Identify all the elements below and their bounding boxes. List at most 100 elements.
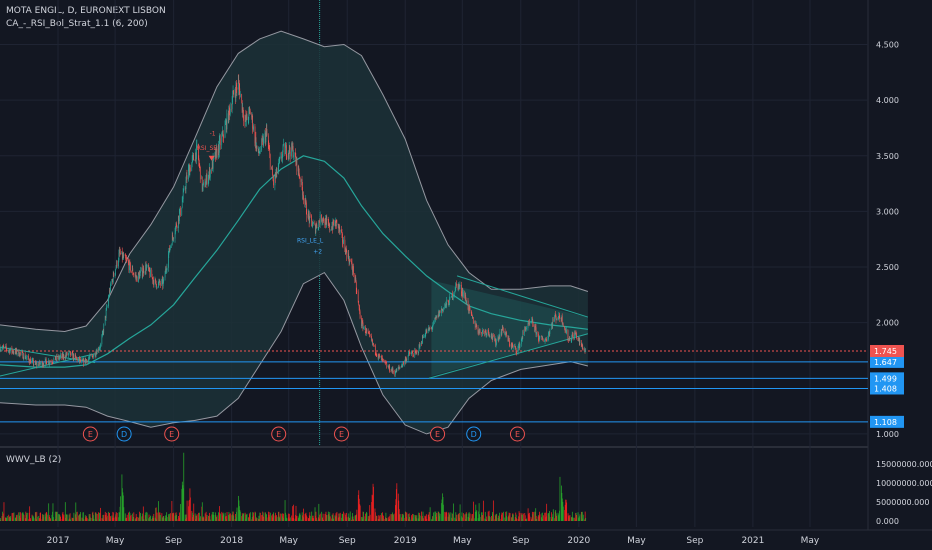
candle-body [567,330,569,341]
candle-body [98,349,99,351]
earnings-event-icon[interactable] [333,426,349,442]
earnings-event-icon[interactable] [82,426,98,442]
triangle-zone-fill [431,280,588,376]
volume-bar [441,499,443,521]
price-axis[interactable]: 1.0001.5002.0002.5003.0003.5004.0004.500… [870,41,932,527]
candle-body [442,308,444,312]
candle-body [192,155,194,156]
volume-bar [22,512,23,521]
candle-body [485,331,487,336]
candle-body [552,319,554,321]
volume-bar [491,519,493,521]
candle-body [562,323,564,327]
candle-body [2,345,4,348]
candle-body [418,351,419,353]
volume-bar [434,514,436,521]
candle-body [542,340,544,342]
candle-body [338,226,340,230]
volume-bar [299,514,301,521]
candle-body [248,119,249,121]
volume-bar [565,499,567,521]
candle-body [325,218,326,225]
candle-body [246,114,248,120]
candle-body [395,369,397,374]
candle-body [548,333,549,339]
candle-body [552,319,554,327]
volume-bar [345,514,347,521]
volume-bar [496,513,498,521]
candle-body [429,328,431,329]
dividend-event-icon[interactable] [116,426,132,442]
candle-body [2,347,3,349]
candle-body [459,284,461,287]
candle-body [431,327,433,329]
volume-bar [348,513,350,521]
volume-bar [8,517,10,521]
candle-body [216,148,217,150]
candle-body [359,311,361,319]
volume-bar [319,513,321,521]
dividend-event-icon[interactable] [466,426,482,442]
candle-body [203,182,204,184]
candle-body [343,239,344,244]
candle-body [393,371,394,373]
candle-body [559,317,561,319]
volume-bar [466,513,468,521]
candle-body [454,290,456,292]
volume-bar [245,514,247,521]
volume-bar [571,511,573,521]
earnings-event-icon[interactable] [509,426,525,442]
candle-body [501,330,503,335]
candle-body [352,266,354,272]
volume-bar [339,513,341,521]
volume-bar [341,517,343,521]
volume-bar [292,517,294,521]
volume-bar [555,513,557,521]
time-axis[interactable]: 2017 May Sep 2018 May Sep 2019 May Sep 2020 May Sep… [47,536,820,546]
volume-bar [311,511,313,521]
volume-bar [551,512,552,521]
candle-body [453,294,454,298]
candle-body [58,356,59,360]
candle-body [346,251,348,258]
volume-bar [346,512,347,521]
candle-body [334,222,336,226]
candle-body [198,158,200,164]
candle-body [171,245,173,247]
volume-bar [291,515,293,521]
candle-body [384,359,386,362]
volume-bar [176,514,178,521]
volume-bar [105,517,107,521]
candle-body [8,349,10,351]
candle-body [152,277,154,282]
earnings-event-icon[interactable] [430,426,446,442]
earnings-event-icon[interactable] [271,426,287,442]
volume-bar [45,516,47,521]
candle-body [474,322,476,327]
volume-bar [182,488,184,521]
volume-bar [62,511,64,521]
candle-body [159,280,161,284]
candle-body [337,224,339,226]
candle-body [218,144,219,158]
volume-bar [581,511,583,521]
earnings-event-icon[interactable] [164,426,180,442]
volume-bar [442,493,443,521]
candle-body [371,336,372,341]
candle-body [541,336,542,337]
volume-bar [491,515,492,521]
volume-bar [171,513,173,521]
volume-bar [279,516,281,521]
volume-bar [192,517,194,521]
volume-bar [274,515,276,521]
volume-bar [32,515,34,521]
volume-bar [315,511,317,521]
volume-bar [414,516,416,521]
candle-body [93,356,94,359]
volume-bar [56,511,58,521]
volume-bar [385,512,387,521]
volume-bar [213,511,215,521]
candle-body [96,352,97,355]
